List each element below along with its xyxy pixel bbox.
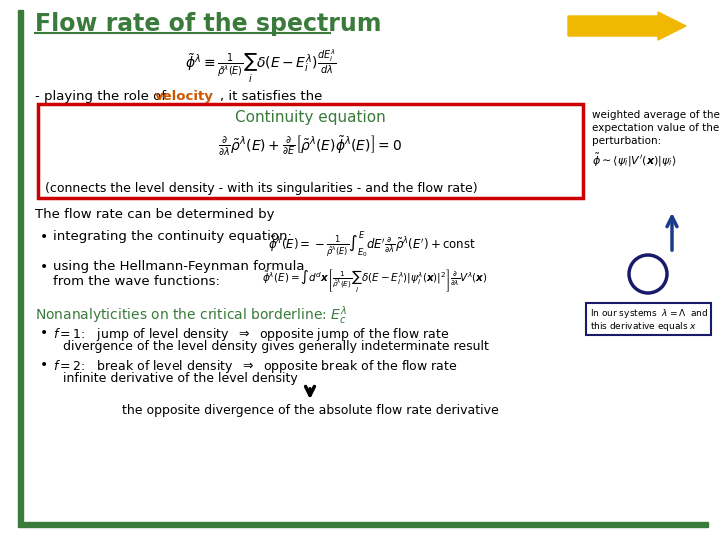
Text: divergence of the level density gives generally indeterminate result: divergence of the level density gives ge… xyxy=(63,340,489,353)
Text: perturbation:: perturbation: xyxy=(592,136,661,146)
FancyArrow shape xyxy=(568,12,686,40)
Text: •: • xyxy=(40,260,48,274)
Text: using the Hellmann-Feynman formula: using the Hellmann-Feynman formula xyxy=(53,260,305,273)
Text: $f = 2$:   break of level density  $\Rightarrow$  opposite break of the flow rat: $f = 2$: break of level density $\Righta… xyxy=(53,358,458,375)
Text: In our systems  $\lambda = \Lambda$  and: In our systems $\lambda = \Lambda$ and xyxy=(590,307,708,320)
Text: infinite derivative of the level density: infinite derivative of the level density xyxy=(63,372,298,385)
Text: The flow rate can be determined by: The flow rate can be determined by xyxy=(35,208,274,221)
Text: •: • xyxy=(40,358,48,372)
Text: $\tilde{\phi}^\lambda(E) = -\frac{1}{\tilde{\rho}^\lambda(E)} \int_{E_0}^{E} dE^: $\tilde{\phi}^\lambda(E) = -\frac{1}{\ti… xyxy=(268,230,476,260)
Text: integrating the continuity equation:: integrating the continuity equation: xyxy=(53,230,292,243)
Text: the opposite divergence of the absolute flow rate derivative: the opposite divergence of the absolute … xyxy=(122,404,498,417)
Text: •: • xyxy=(40,230,48,244)
Text: •: • xyxy=(40,326,48,340)
Text: velocity: velocity xyxy=(155,90,214,103)
Text: - playing the role of: - playing the role of xyxy=(35,90,170,103)
Text: $f = 1$:   jump of level density  $\Rightarrow$  opposite jump of the flow rate: $f = 1$: jump of level density $\Rightar… xyxy=(53,326,449,343)
Text: $\tilde{\phi} \sim \langle \psi_i | V^{\prime}(\boldsymbol{x}) | \psi_i \rangle$: $\tilde{\phi} \sim \langle \psi_i | V^{\… xyxy=(592,152,677,169)
Text: Continuity equation: Continuity equation xyxy=(235,110,385,125)
Text: (connects the level density - with its singularities - and the flow rate): (connects the level density - with its s… xyxy=(45,182,477,195)
Text: Nonanalyticities on the critical borderline: $E_c^\lambda$: Nonanalyticities on the critical borderl… xyxy=(35,304,347,326)
Text: $\tilde{\phi}^\lambda(E) = \int d^d\boldsymbol{x}\left[\frac{1}{\tilde{\rho}^\la: $\tilde{\phi}^\lambda(E) = \int d^d\bold… xyxy=(262,267,487,294)
Text: from the wave functions:: from the wave functions: xyxy=(53,275,220,288)
Text: this derivative equals $x$: this derivative equals $x$ xyxy=(590,320,697,333)
Text: $\frac{\partial}{\partial\lambda}\tilde{\rho}^\lambda(E) + \frac{\partial}{\part: $\frac{\partial}{\partial\lambda}\tilde{… xyxy=(218,134,402,158)
Text: weighted average of the: weighted average of the xyxy=(592,110,720,120)
Text: , it satisfies the: , it satisfies the xyxy=(220,90,323,103)
Text: expectation value of the: expectation value of the xyxy=(592,123,719,133)
Text: Flow rate of the spectrum: Flow rate of the spectrum xyxy=(35,12,382,36)
FancyBboxPatch shape xyxy=(586,303,711,335)
Bar xyxy=(18,10,23,522)
Text: $\tilde{\phi}^\lambda \equiv \frac{1}{\tilde{\rho}^\lambda(E)} \sum_i \delta(E -: $\tilde{\phi}^\lambda \equiv \frac{1}{\t… xyxy=(185,48,336,85)
FancyBboxPatch shape xyxy=(38,104,583,198)
Bar xyxy=(18,522,708,527)
